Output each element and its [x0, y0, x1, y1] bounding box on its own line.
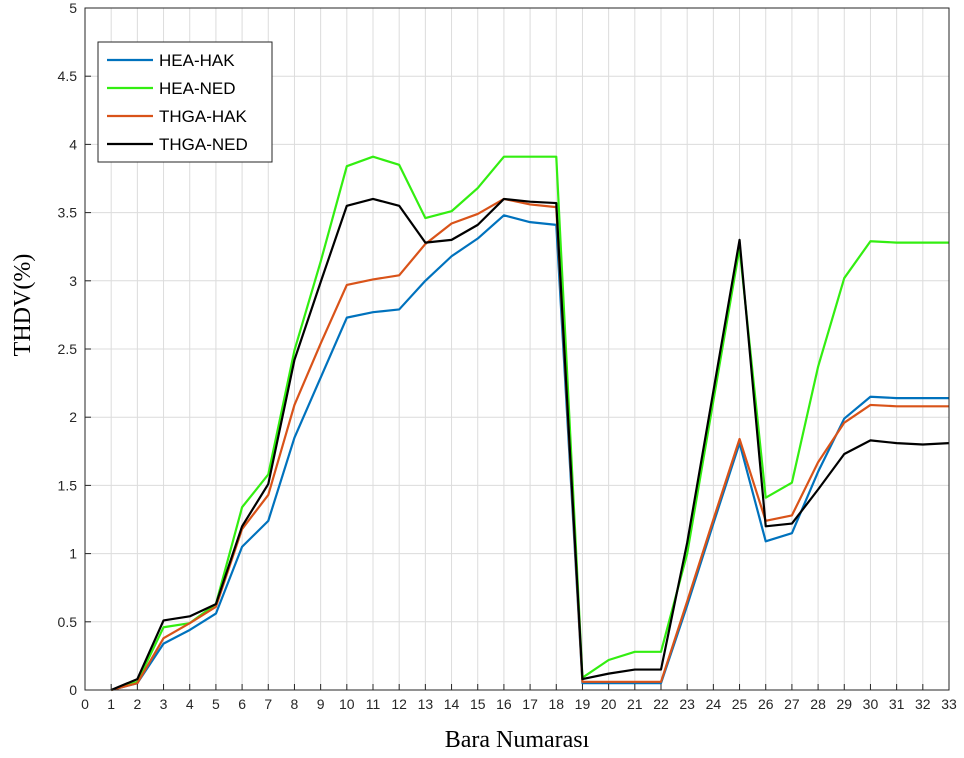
x-tick-label: 21 [627, 696, 643, 712]
x-tick-label: 32 [915, 696, 931, 712]
legend-label-hea-ned: HEA-NED [159, 79, 236, 98]
x-tick-label: 7 [264, 696, 272, 712]
y-tick-label: 1 [69, 546, 77, 562]
x-tick-label: 25 [732, 696, 748, 712]
x-tick-label: 15 [470, 696, 486, 712]
x-tick-label: 12 [391, 696, 407, 712]
legend: HEA-HAK HEA-NED THGA-HAK THGA-NED [97, 41, 273, 163]
y-axis-label: THDV(%) [10, 254, 36, 357]
x-tick-label: 5 [212, 696, 220, 712]
x-tick-label: 0 [81, 696, 89, 712]
x-tick-label: 20 [601, 696, 617, 712]
x-tick-label: 23 [679, 696, 695, 712]
series-lines [110, 155, 950, 692]
x-tick-label: 14 [444, 696, 460, 712]
x-tick-label: 26 [758, 696, 774, 712]
x-tick-label: 3 [160, 696, 168, 712]
legend-label-thga-hak: THGA-HAK [159, 107, 248, 126]
y-tick-label: 3.5 [58, 205, 78, 221]
legend-box [97, 41, 273, 163]
x-tick-label: 28 [810, 696, 826, 712]
x-tick-label: 11 [366, 696, 381, 712]
x-tick-label: 18 [548, 696, 564, 712]
y-tick-label: 2.5 [58, 341, 78, 357]
x-tick-label: 4 [186, 696, 194, 712]
x-tick-label: 27 [784, 696, 800, 712]
x-tick-label: 9 [317, 696, 325, 712]
x-axis-label: Bara Numarası [445, 727, 590, 753]
y-tick-label: 3 [69, 273, 77, 289]
series-line-hea-ned [110, 155, 949, 692]
y-axis-ticks: 0 0.5 1 1.5 2 2.5 3 3.5 4 4.5 5 [58, 0, 91, 698]
x-tick-label: 22 [653, 696, 669, 712]
legend-label-thga-ned: THGA-NED [159, 135, 248, 154]
x-tick-label: 8 [291, 696, 299, 712]
x-tick-label: 33 [941, 696, 957, 712]
y-tick-label: 0 [69, 682, 77, 698]
x-tick-label: 29 [836, 696, 852, 712]
y-tick-label: 4 [69, 136, 77, 152]
x-tick-label: 30 [863, 696, 879, 712]
x-axis-ticks: 0 1 2 3 4 5 6 7 8 9 10 11 12 13 14 15 16 17 18 19 20 21 22 23 24… [81, 684, 957, 712]
series-line-hea-hak [110, 214, 949, 692]
x-tick-label: 13 [418, 696, 434, 712]
x-tick-label: 6 [238, 696, 246, 712]
x-tick-label: 16 [496, 696, 512, 712]
x-tick-label: 2 [133, 696, 141, 712]
x-tick-label: 19 [575, 696, 591, 712]
y-tick-label: 5 [69, 0, 77, 16]
x-tick-label: 24 [706, 696, 722, 712]
y-tick-label: 2 [69, 409, 77, 425]
series-line-thga-hak [110, 197, 949, 692]
series-line-thga-ned [110, 197, 950, 692]
x-tick-label: 1 [107, 696, 115, 712]
x-tick-label: 10 [339, 696, 355, 712]
y-tick-label: 4.5 [58, 68, 78, 84]
x-tick-label: 31 [889, 696, 905, 712]
legend-label-hea-hak: HEA-HAK [159, 51, 235, 70]
y-tick-label: 1.5 [58, 477, 78, 493]
y-tick-label: 0.5 [58, 614, 78, 630]
x-tick-label: 17 [522, 696, 538, 712]
